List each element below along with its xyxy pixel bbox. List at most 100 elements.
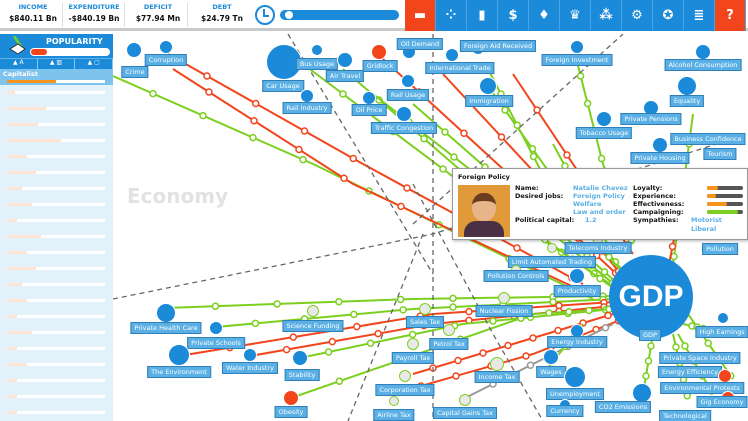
foreign-investment-icon[interactable] xyxy=(570,40,584,54)
node-oil-price[interactable]: Oil Price xyxy=(351,104,387,116)
node-energy-industry[interactable]: Energy Industry xyxy=(547,336,607,348)
voter-group-row[interactable] xyxy=(0,341,113,357)
voter-group-row[interactable] xyxy=(0,117,113,133)
node-telecoms-industry[interactable]: Telecoms Industry xyxy=(564,242,632,254)
bar-chart-button[interactable]: ▮ xyxy=(467,0,498,31)
gear-button[interactable]: ⚙ xyxy=(622,0,653,31)
node-corruption[interactable]: Corruption xyxy=(144,54,188,66)
voter-group-row[interactable] xyxy=(0,325,113,341)
node-private-housing[interactable]: Private Housing xyxy=(630,152,690,164)
petrol-tax-icon[interactable] xyxy=(443,324,455,336)
tab-sort-groups[interactable]: ▲ ▥ xyxy=(38,59,76,69)
oil-price-icon[interactable] xyxy=(362,91,376,105)
node-foreign-aid-received[interactable]: Foreign Aid Received xyxy=(459,40,537,52)
obesity-icon[interactable] xyxy=(283,390,299,406)
node-alcohol-consumption[interactable]: Alcohol Consumption xyxy=(664,59,742,71)
node-nuclear-fission[interactable]: Nuclear Fission xyxy=(475,305,533,317)
node-private-space-industry[interactable]: Private Space Industry xyxy=(659,352,741,364)
science-funding-icon[interactable] xyxy=(307,305,319,317)
node-pollution[interactable]: Pollution xyxy=(702,243,738,255)
node-tobacco-usage[interactable]: Tobacco Usage xyxy=(575,127,633,139)
voter-group-row[interactable] xyxy=(0,357,113,373)
node-obesity[interactable]: Obesity xyxy=(274,406,308,418)
water-industry-icon[interactable] xyxy=(243,348,257,362)
node-air-travel[interactable]: Air Travel xyxy=(325,70,365,82)
node-tourism[interactable]: Tourism xyxy=(703,148,737,160)
the-environment-icon[interactable] xyxy=(168,344,190,366)
node-limit-automated-trading[interactable]: Limit Automated Trading xyxy=(507,256,597,268)
voter-group-row[interactable] xyxy=(0,133,113,149)
gridlock-icon[interactable] xyxy=(371,44,387,60)
private-housing-icon[interactable] xyxy=(652,137,668,153)
node-business-confidence[interactable]: Business Confidence xyxy=(670,133,746,145)
people-button[interactable]: ⁂ xyxy=(591,0,622,31)
node-the-environment[interactable]: The Environment xyxy=(147,366,211,378)
voter-group-capitalist[interactable]: Capitalist xyxy=(0,69,113,85)
node-airline-tax[interactable]: Airline Tax xyxy=(373,409,415,421)
corporation-tax-icon[interactable] xyxy=(399,370,411,382)
node-currency[interactable]: Currency xyxy=(546,405,584,417)
node-stability[interactable]: Stability xyxy=(284,369,320,381)
co2-emissions-icon[interactable] xyxy=(632,383,652,403)
voter-group-row[interactable] xyxy=(0,213,113,229)
node-unemployment[interactable]: Unemployment xyxy=(546,388,604,400)
alcohol-consumption-icon[interactable] xyxy=(695,44,711,60)
node-petrol-tax[interactable]: Petrol Tax xyxy=(429,338,469,350)
bus-usage-icon[interactable] xyxy=(311,44,323,56)
traffic-congestion-icon[interactable] xyxy=(396,106,412,122)
voter-group-row[interactable] xyxy=(0,181,113,197)
node-science-funding[interactable]: Science Funding xyxy=(282,320,344,332)
node-rail-usage[interactable]: Rail Usage xyxy=(386,89,430,101)
node-traffic-congestion[interactable]: Traffic Congestion xyxy=(370,122,438,134)
voter-group-row[interactable] xyxy=(0,405,113,421)
rail-usage-icon[interactable] xyxy=(401,74,415,88)
stability-icon[interactable] xyxy=(292,350,308,366)
node-capital-gains-tax[interactable]: Capital Gains Tax xyxy=(433,407,497,419)
private-schools-icon[interactable] xyxy=(209,321,223,335)
node-oil-demand[interactable]: Oil Demand xyxy=(396,38,444,50)
node-environmental-protests[interactable]: Environmental Protests xyxy=(660,382,744,394)
node-pollution-controls[interactable]: Pollution Controls xyxy=(483,270,549,282)
high-earnings-icon[interactable] xyxy=(717,312,729,324)
environmental-protests-icon[interactable] xyxy=(718,369,732,383)
node-technological[interactable]: Technological xyxy=(659,410,711,421)
voter-group-row[interactable] xyxy=(0,85,113,101)
node-private-health-care[interactable]: Private Health Care xyxy=(130,322,202,334)
voter-group-row[interactable] xyxy=(0,261,113,277)
unemployment-icon[interactable] xyxy=(564,366,586,388)
dollar-button[interactable]: $ xyxy=(498,0,529,31)
voter-group-row[interactable] xyxy=(0,373,113,389)
trophy-button[interactable]: ♛ xyxy=(560,0,591,31)
node-rail-industry[interactable]: Rail Industry xyxy=(282,102,332,114)
node-private-schools[interactable]: Private Schools xyxy=(187,337,245,349)
voter-group-row[interactable] xyxy=(0,389,113,405)
rail-industry-icon[interactable] xyxy=(300,89,314,103)
limit-automated-trading-icon[interactable] xyxy=(547,243,557,253)
air-travel-icon[interactable] xyxy=(337,52,353,68)
sales-tax-icon[interactable] xyxy=(419,303,431,315)
voter-group-row[interactable] xyxy=(0,293,113,309)
tab-sort-alpha[interactable]: ▲ A xyxy=(0,59,38,69)
gdp-node[interactable]: GDP xyxy=(609,255,693,339)
node-private-pensions[interactable]: Private Pensions xyxy=(620,113,682,125)
voter-group-row[interactable] xyxy=(0,277,113,293)
node-corporation-tax[interactable]: Corporation Tax xyxy=(375,384,435,396)
node-payroll-tax[interactable]: Payroll Tax xyxy=(391,352,435,364)
dots-button[interactable]: ⁘ xyxy=(436,0,467,31)
private-health-care-icon[interactable] xyxy=(156,303,176,323)
node-crime[interactable]: Crime xyxy=(121,66,149,78)
node-high-earnings[interactable]: High Earnings xyxy=(695,326,748,338)
crime-icon[interactable] xyxy=(126,42,142,58)
node-water-industry[interactable]: Water Industry xyxy=(221,362,279,374)
node-co2-emissions[interactable]: CO2 Emissions xyxy=(594,401,652,413)
immigration-icon[interactable] xyxy=(479,77,497,95)
voter-group-row[interactable] xyxy=(0,245,113,261)
voter-group-row[interactable] xyxy=(0,165,113,181)
node-wages[interactable]: Wages xyxy=(536,366,566,378)
voter-group-row[interactable] xyxy=(0,101,113,117)
lightbulb-button[interactable]: ♦ xyxy=(529,0,560,31)
voter-group-row[interactable] xyxy=(0,229,113,245)
airline-tax-icon[interactable] xyxy=(389,396,399,406)
voter-group-row[interactable] xyxy=(0,149,113,165)
international-trade-icon[interactable] xyxy=(445,48,459,62)
